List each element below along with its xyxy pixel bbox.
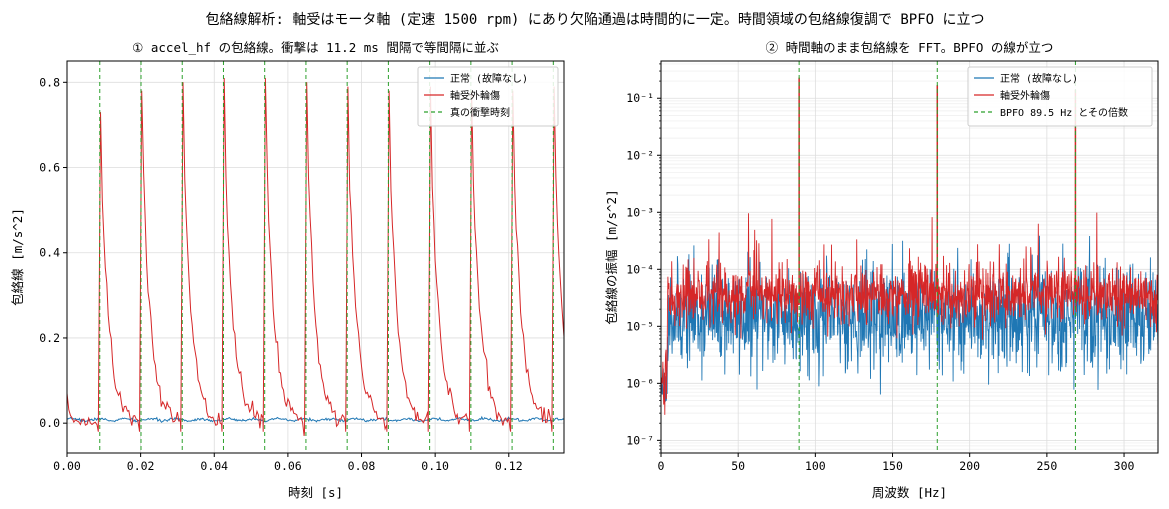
x-axis-label: 時刻 [s]	[288, 485, 343, 500]
y-tick-label: 0.8	[39, 75, 60, 89]
y-tick-label: 0.6	[39, 161, 60, 175]
x-tick-label: 0.00	[53, 459, 81, 473]
x-tick-label: 0.10	[421, 459, 449, 473]
y-axis-label: 包絡線 [m/s^2]	[10, 208, 25, 306]
y-tick-label: 10⁻⁶	[626, 376, 654, 390]
x-tick-label: 0	[658, 459, 665, 473]
legend-box	[417, 66, 559, 127]
series-normal-line	[67, 415, 564, 424]
y-tick-label: 0.4	[39, 246, 60, 260]
axes-frame	[660, 60, 1159, 454]
x-tick-label: 0.08	[348, 459, 376, 473]
envelope-spectrum-panel: 0 50 100 150 200 250 300 10⁻⁷ 10⁻⁶ 10⁻⁵ 10⁻⁴ 10⁻³ 10…	[604, 40, 1159, 500]
x-tick-label: 100	[805, 459, 826, 473]
y-tick-label: 10⁻⁵	[626, 319, 654, 333]
panel-title: ① accel_hf の包絡線。衝撃は 11.2 ms 間隔で等間隔に並ぶ	[132, 40, 499, 55]
legend: 正常 (故障なし) 軸受外輪傷 BPFO 89.5 Hz とその倍数	[967, 66, 1153, 127]
figure-suptitle: 包絡線解析: 軸受はモータ軸 (定速 1500 rpm) にあり欠陥通過は時間的…	[205, 11, 984, 28]
y-tick-label: 10⁻³	[626, 205, 654, 219]
x-tick-label: 0.04	[200, 459, 228, 473]
y-axis-label: 包絡線の振幅 [m/s^2]	[604, 189, 619, 324]
legend-label-0: 正常 (故障なし)	[450, 72, 528, 85]
y-tick-label: 10⁻¹	[626, 91, 654, 105]
series-fault-line	[67, 77, 564, 436]
legend-label-2: 真の衝撃時刻	[450, 106, 510, 119]
legend-label-2: BPFO 89.5 Hz とその倍数	[1000, 106, 1128, 119]
legend-label-1: 軸受外輪傷	[450, 89, 500, 102]
y-tick-label: 10⁻²	[626, 148, 654, 162]
legend-box	[967, 66, 1153, 127]
axes-frame	[66, 60, 565, 454]
x-tick-label: 250	[1036, 459, 1057, 473]
legend-label-1: 軸受外輪傷	[1000, 89, 1050, 102]
x-tick-label: 200	[959, 459, 980, 473]
x-axis-label: 周波数 [Hz]	[872, 485, 947, 500]
panel-title: ② 時間軸のまま包絡線を FFT。BPFO の線が立つ	[766, 40, 1054, 55]
x-tick-label: 0.02	[127, 459, 155, 473]
y-tick-label: 0.2	[39, 331, 60, 345]
x-tick-label: 50	[731, 459, 745, 473]
x-tick-label: 150	[882, 459, 903, 473]
y-tick-label: 10⁻⁷	[626, 433, 654, 447]
x-tick-label: 0.06	[274, 459, 302, 473]
y-tick-label: 0.0	[39, 416, 60, 430]
x-tick-label: 300	[1114, 459, 1135, 473]
legend-label-0: 正常 (故障なし)	[1000, 72, 1078, 85]
y-tick-label: 10⁻⁴	[626, 262, 654, 276]
x-tick-label: 0.12	[495, 459, 523, 473]
time-envelope-panel: 0.00 0.02 0.04 0.06 0.08 0.10 0.12 0.0 0.2 0.4 0.6…	[10, 40, 565, 500]
